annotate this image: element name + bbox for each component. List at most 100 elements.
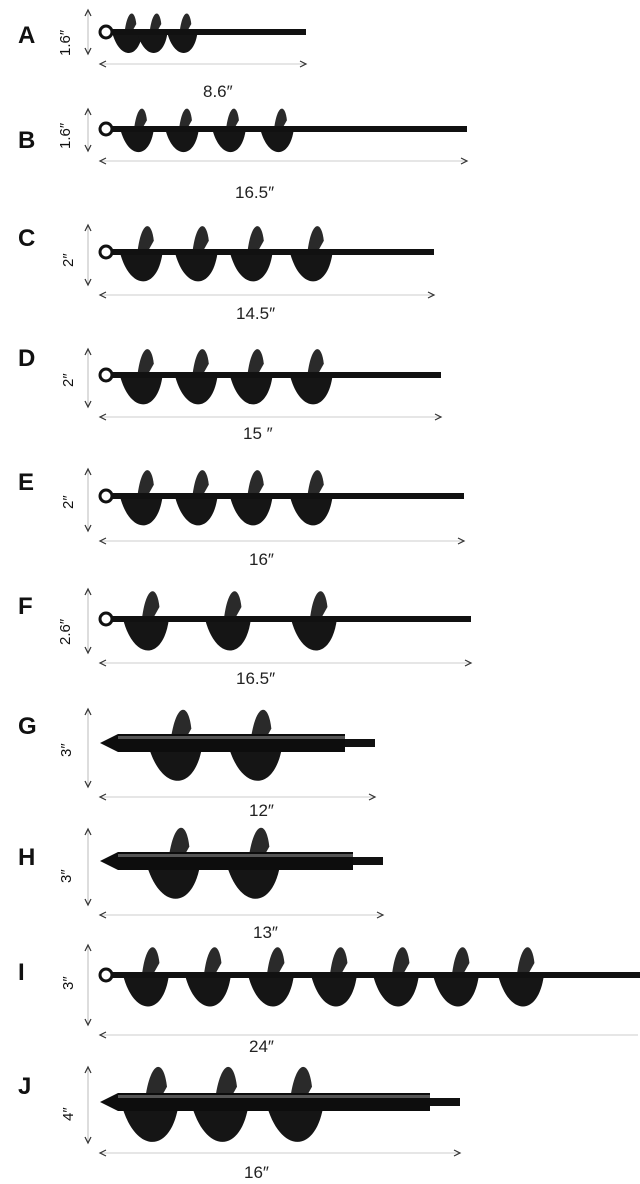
core-highlight xyxy=(118,854,353,857)
auger-letter: J xyxy=(18,1073,32,1100)
hex-drive-icon xyxy=(98,967,114,983)
helix-blade-upper xyxy=(141,947,160,975)
helix-blade-upper xyxy=(329,947,348,975)
arrow-left-icon xyxy=(98,1149,107,1157)
arrow-down-icon xyxy=(84,898,92,907)
arrow-up-icon xyxy=(84,1065,92,1074)
arrow-up-icon xyxy=(84,467,92,476)
arrow-down-icon xyxy=(84,400,92,409)
helix-blade-lower xyxy=(227,743,283,781)
arrow-down-icon xyxy=(84,646,92,655)
length-label: 24″ xyxy=(249,1037,274,1056)
arrow-up-icon xyxy=(84,8,92,17)
helix-blade-upper xyxy=(247,349,264,375)
helix-blade-upper xyxy=(309,591,328,619)
arrow-down-icon xyxy=(84,278,92,287)
length-label: 16″ xyxy=(249,550,274,569)
helix-blade-lower xyxy=(311,975,357,1007)
auger-letter: F xyxy=(18,593,33,620)
auger-row-c: C 2″ 14.5″ xyxy=(0,215,640,335)
helix-blade-upper xyxy=(516,947,535,975)
length-label: 16″ xyxy=(244,1163,269,1182)
arrow-up-icon xyxy=(84,107,92,116)
helix-blade-upper xyxy=(134,108,147,129)
length-label: 16.5″ xyxy=(236,669,276,688)
helix-blade-lower xyxy=(225,861,281,899)
arrow-left-icon xyxy=(98,157,107,165)
auger-row-i: I 3″ 24″ xyxy=(0,937,640,1056)
helix-blade-upper xyxy=(137,349,154,375)
helix-blade-lower xyxy=(433,975,479,1007)
helix-blade-lower xyxy=(120,1102,179,1142)
helix-blade-lower xyxy=(185,975,231,1007)
arrow-up-icon xyxy=(84,943,92,952)
helix-blade-upper xyxy=(203,947,222,975)
auger-illustration xyxy=(84,107,469,165)
arrow-up-icon xyxy=(84,587,92,596)
helix-blade-lower xyxy=(205,619,251,651)
auger-row-f: F 2.6″ 16.5″ xyxy=(0,577,640,697)
auger-row-d: D 2″ 15 ″ xyxy=(0,335,640,455)
arrow-right-icon xyxy=(457,537,466,545)
arrow-left-icon xyxy=(98,537,107,545)
helix-blade-lower xyxy=(289,375,333,405)
length-label: 12″ xyxy=(249,801,274,820)
helix-blade-upper xyxy=(124,13,137,32)
helix-blade-lower xyxy=(119,375,163,405)
auger-row-a: A 1.6″ 8.6″ xyxy=(0,0,640,118)
helix-blade-lower xyxy=(145,861,201,899)
arrow-left-icon xyxy=(98,1031,107,1039)
helix-blade-lower xyxy=(289,252,333,282)
arrow-left-icon xyxy=(98,413,107,421)
helix-blade-upper xyxy=(274,108,287,129)
helix-blade-lower xyxy=(229,496,273,526)
helix-blade-upper xyxy=(307,226,324,252)
core-highlight xyxy=(118,736,345,739)
helix-blade-lower xyxy=(174,252,218,282)
auger-letter: H xyxy=(18,844,36,871)
auger-letter: E xyxy=(18,469,35,496)
arrow-right-icon xyxy=(299,60,308,68)
arrow-right-icon xyxy=(464,659,473,667)
auger-letter: G xyxy=(18,713,37,740)
auger-shaft xyxy=(110,493,464,499)
arrow-left-icon xyxy=(98,291,107,299)
auger-illustration xyxy=(84,707,377,801)
hex-drive-icon xyxy=(98,367,114,383)
helix-blade-upper xyxy=(307,470,324,496)
arrow-right-icon xyxy=(460,157,469,165)
arrow-right-icon xyxy=(434,413,443,421)
arrow-down-icon xyxy=(84,1018,92,1027)
auger-illustration xyxy=(84,467,466,545)
auger-letter: C xyxy=(18,225,36,252)
auger-shaft xyxy=(110,972,640,978)
helix-blade-lower xyxy=(147,743,203,781)
arrow-left-icon xyxy=(98,911,107,919)
auger-illustration xyxy=(84,8,308,68)
arrow-down-icon xyxy=(84,1136,92,1145)
arrow-down-icon xyxy=(84,144,92,153)
arrow-down-icon xyxy=(84,47,92,56)
helix-blade-upper xyxy=(179,13,192,32)
auger-letter: A xyxy=(18,22,36,49)
auger-stem xyxy=(345,739,375,747)
helix-blade-upper xyxy=(266,947,285,975)
helix-blade-lower xyxy=(289,496,333,526)
helix-blade-lower xyxy=(190,1102,249,1142)
auger-illustration xyxy=(84,223,436,299)
auger-letter: D xyxy=(18,345,36,372)
arrow-left-icon xyxy=(98,659,107,667)
arrow-down-icon xyxy=(84,524,92,533)
auger-illustration xyxy=(84,1065,462,1157)
auger-illustration xyxy=(84,943,640,1039)
arrow-up-icon xyxy=(84,223,92,232)
helix-blade-lower xyxy=(120,129,154,153)
hex-drive-icon xyxy=(98,611,114,627)
arrow-left-icon xyxy=(98,60,107,68)
helix-blade-lower xyxy=(291,619,337,651)
helix-blade-upper xyxy=(137,226,154,252)
helix-blade-lower xyxy=(119,496,163,526)
auger-stem xyxy=(353,857,383,865)
auger-shaft xyxy=(110,249,434,255)
helix-blade-upper xyxy=(307,349,324,375)
